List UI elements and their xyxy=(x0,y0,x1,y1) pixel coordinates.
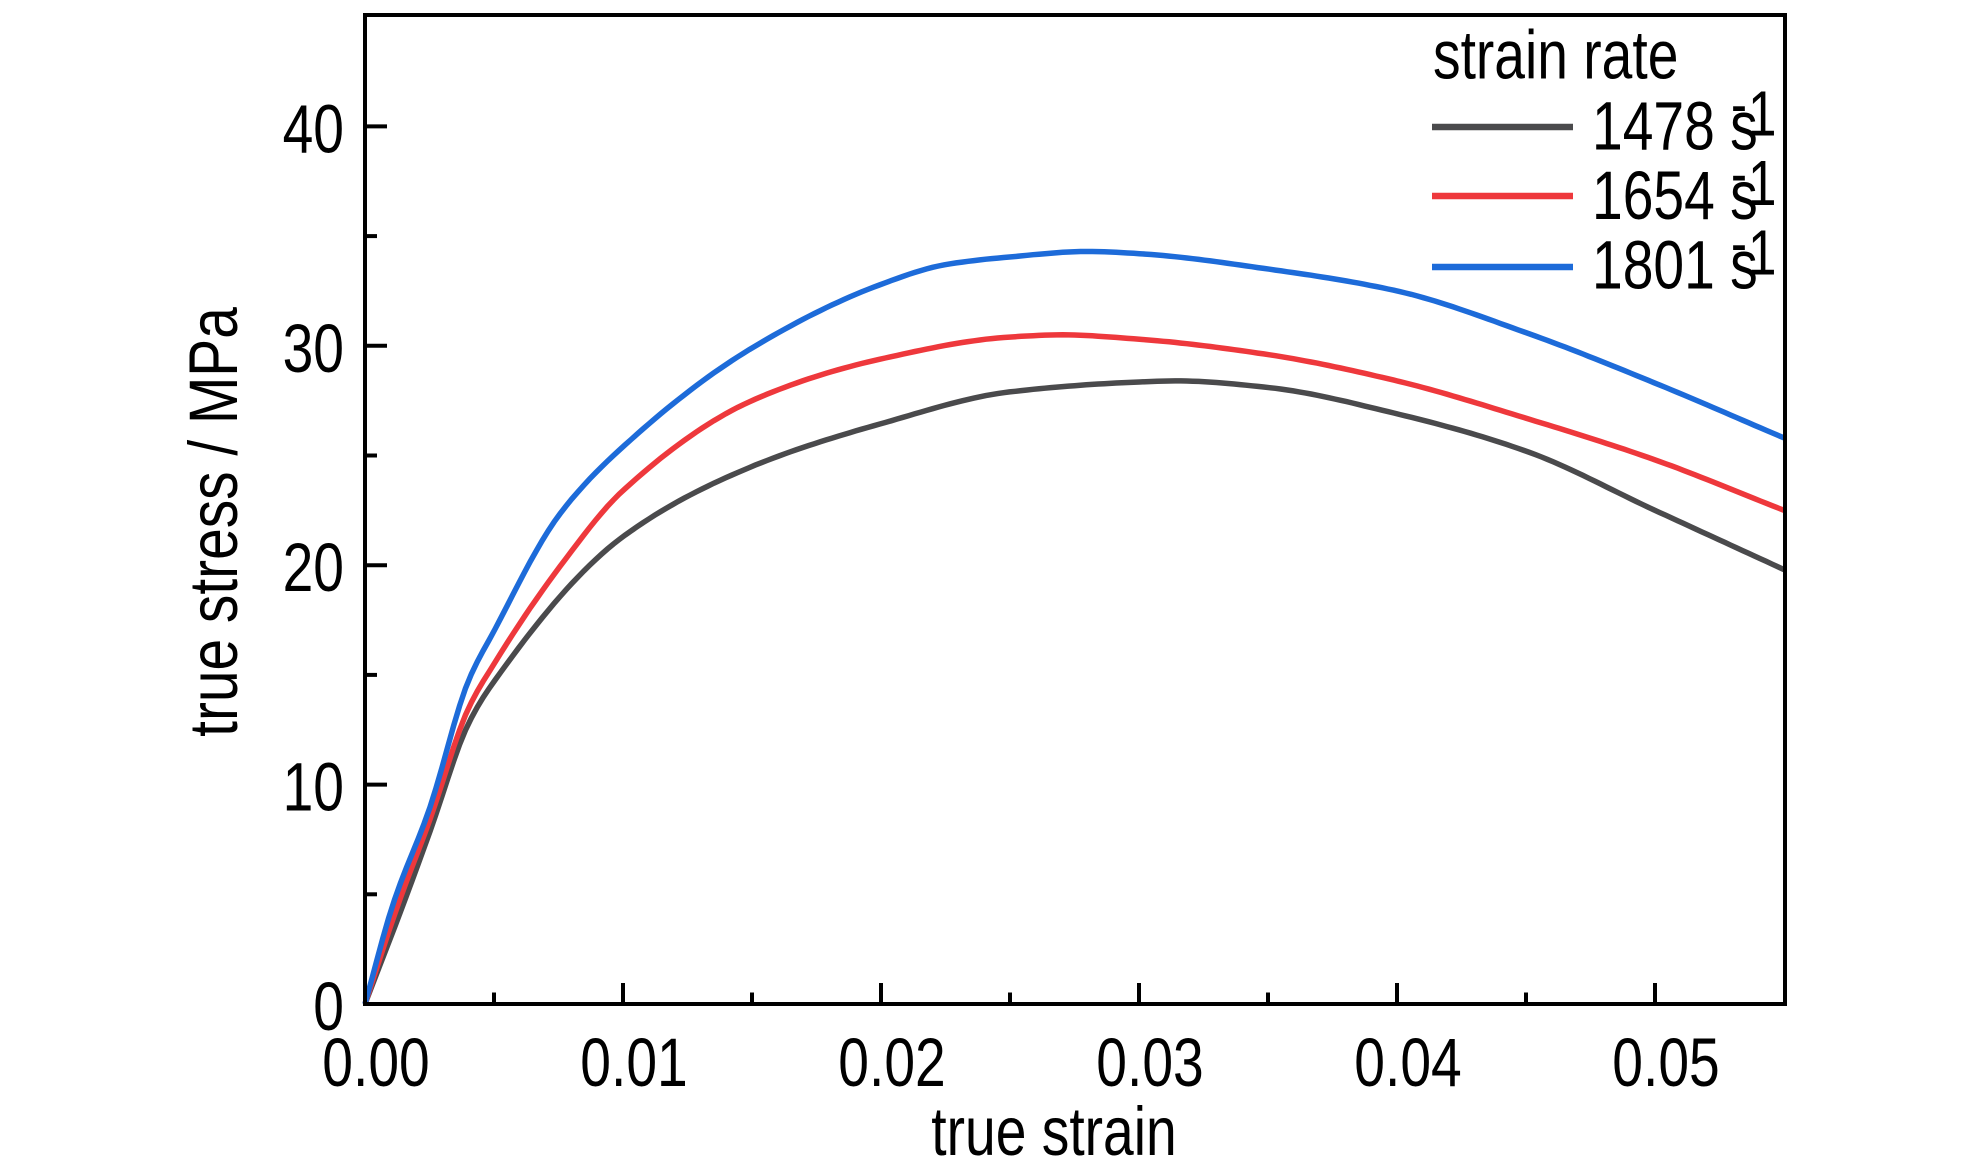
svg-text:20: 20 xyxy=(283,529,344,606)
svg-text:1: 1 xyxy=(1748,149,1776,220)
svg-text:-: - xyxy=(1731,70,1747,137)
svg-text:1801 s: 1801 s xyxy=(1592,227,1758,304)
svg-text:true strain: true strain xyxy=(931,1093,1176,1157)
svg-text:10: 10 xyxy=(283,749,344,826)
svg-text:0.00: 0.00 xyxy=(322,1024,429,1101)
svg-text:0.03: 0.03 xyxy=(1096,1024,1203,1101)
svg-text:-: - xyxy=(1731,209,1747,276)
svg-text:1: 1 xyxy=(1748,79,1776,150)
svg-text:0.04: 0.04 xyxy=(1354,1024,1461,1101)
svg-text:strain rate: strain rate xyxy=(1433,17,1678,94)
svg-text:0.05: 0.05 xyxy=(1612,1024,1719,1101)
svg-text:1: 1 xyxy=(1748,218,1776,289)
svg-text:1478 s: 1478 s xyxy=(1592,88,1758,165)
svg-text:0: 0 xyxy=(313,968,344,1045)
svg-text:30: 30 xyxy=(283,310,344,387)
svg-text:-: - xyxy=(1731,140,1747,207)
svg-text:0.02: 0.02 xyxy=(838,1024,945,1101)
svg-text:1654 s: 1654 s xyxy=(1592,157,1758,234)
svg-text:true stress / MPa: true stress / MPa xyxy=(176,306,252,736)
svg-text:40: 40 xyxy=(283,91,344,168)
svg-text:0.01: 0.01 xyxy=(580,1024,687,1101)
